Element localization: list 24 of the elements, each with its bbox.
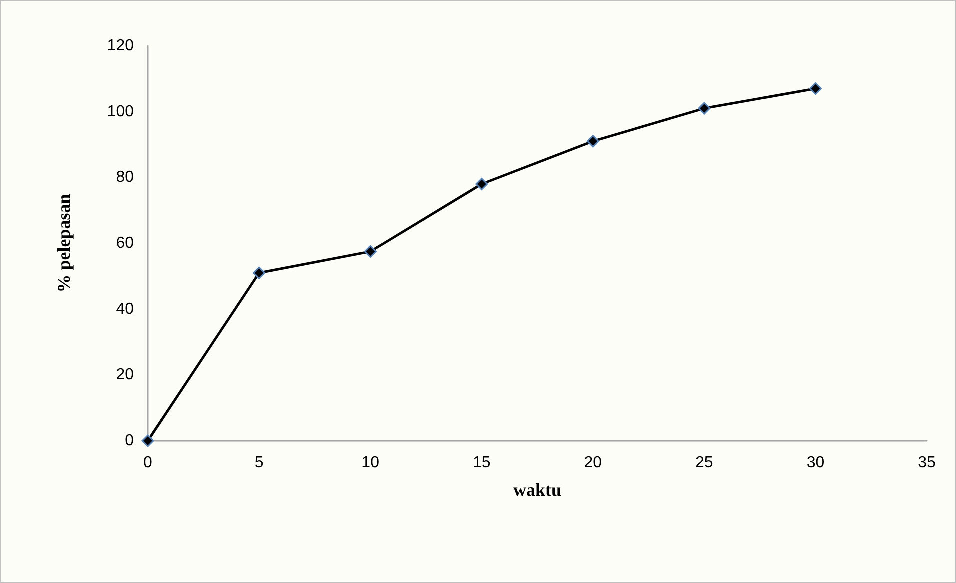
- point: [142, 434, 154, 448]
- y-tick-label: 0: [125, 432, 134, 450]
- point: [809, 82, 822, 96]
- y-tick-label: 60: [116, 235, 134, 252]
- x-tick-label: 5: [254, 454, 264, 472]
- y-tick-label: 40: [116, 300, 134, 318]
- x-tick-label: 10: [362, 454, 380, 472]
- point: [698, 102, 711, 115]
- point: [586, 135, 600, 148]
- x-axis-title: waktu: [513, 480, 562, 500]
- point: [364, 245, 377, 258]
- y-axis-title: % pelepasan: [54, 194, 74, 293]
- x-tick-label: 35: [918, 454, 936, 472]
- y-tick-label: 100: [107, 103, 134, 120]
- y-tick-label: 120: [107, 38, 134, 54]
- point: [253, 266, 266, 280]
- y-tick-label: 20: [116, 366, 134, 384]
- x-tick-label: 30: [806, 454, 825, 472]
- x-tick-label: 25: [696, 454, 714, 472]
- x-tick-label: 0: [144, 454, 153, 472]
- y-tick-label: 80: [116, 169, 134, 186]
- point: [476, 178, 488, 190]
- x-tick-label: 20: [584, 454, 602, 472]
- x-tick-label: 15: [472, 454, 491, 472]
